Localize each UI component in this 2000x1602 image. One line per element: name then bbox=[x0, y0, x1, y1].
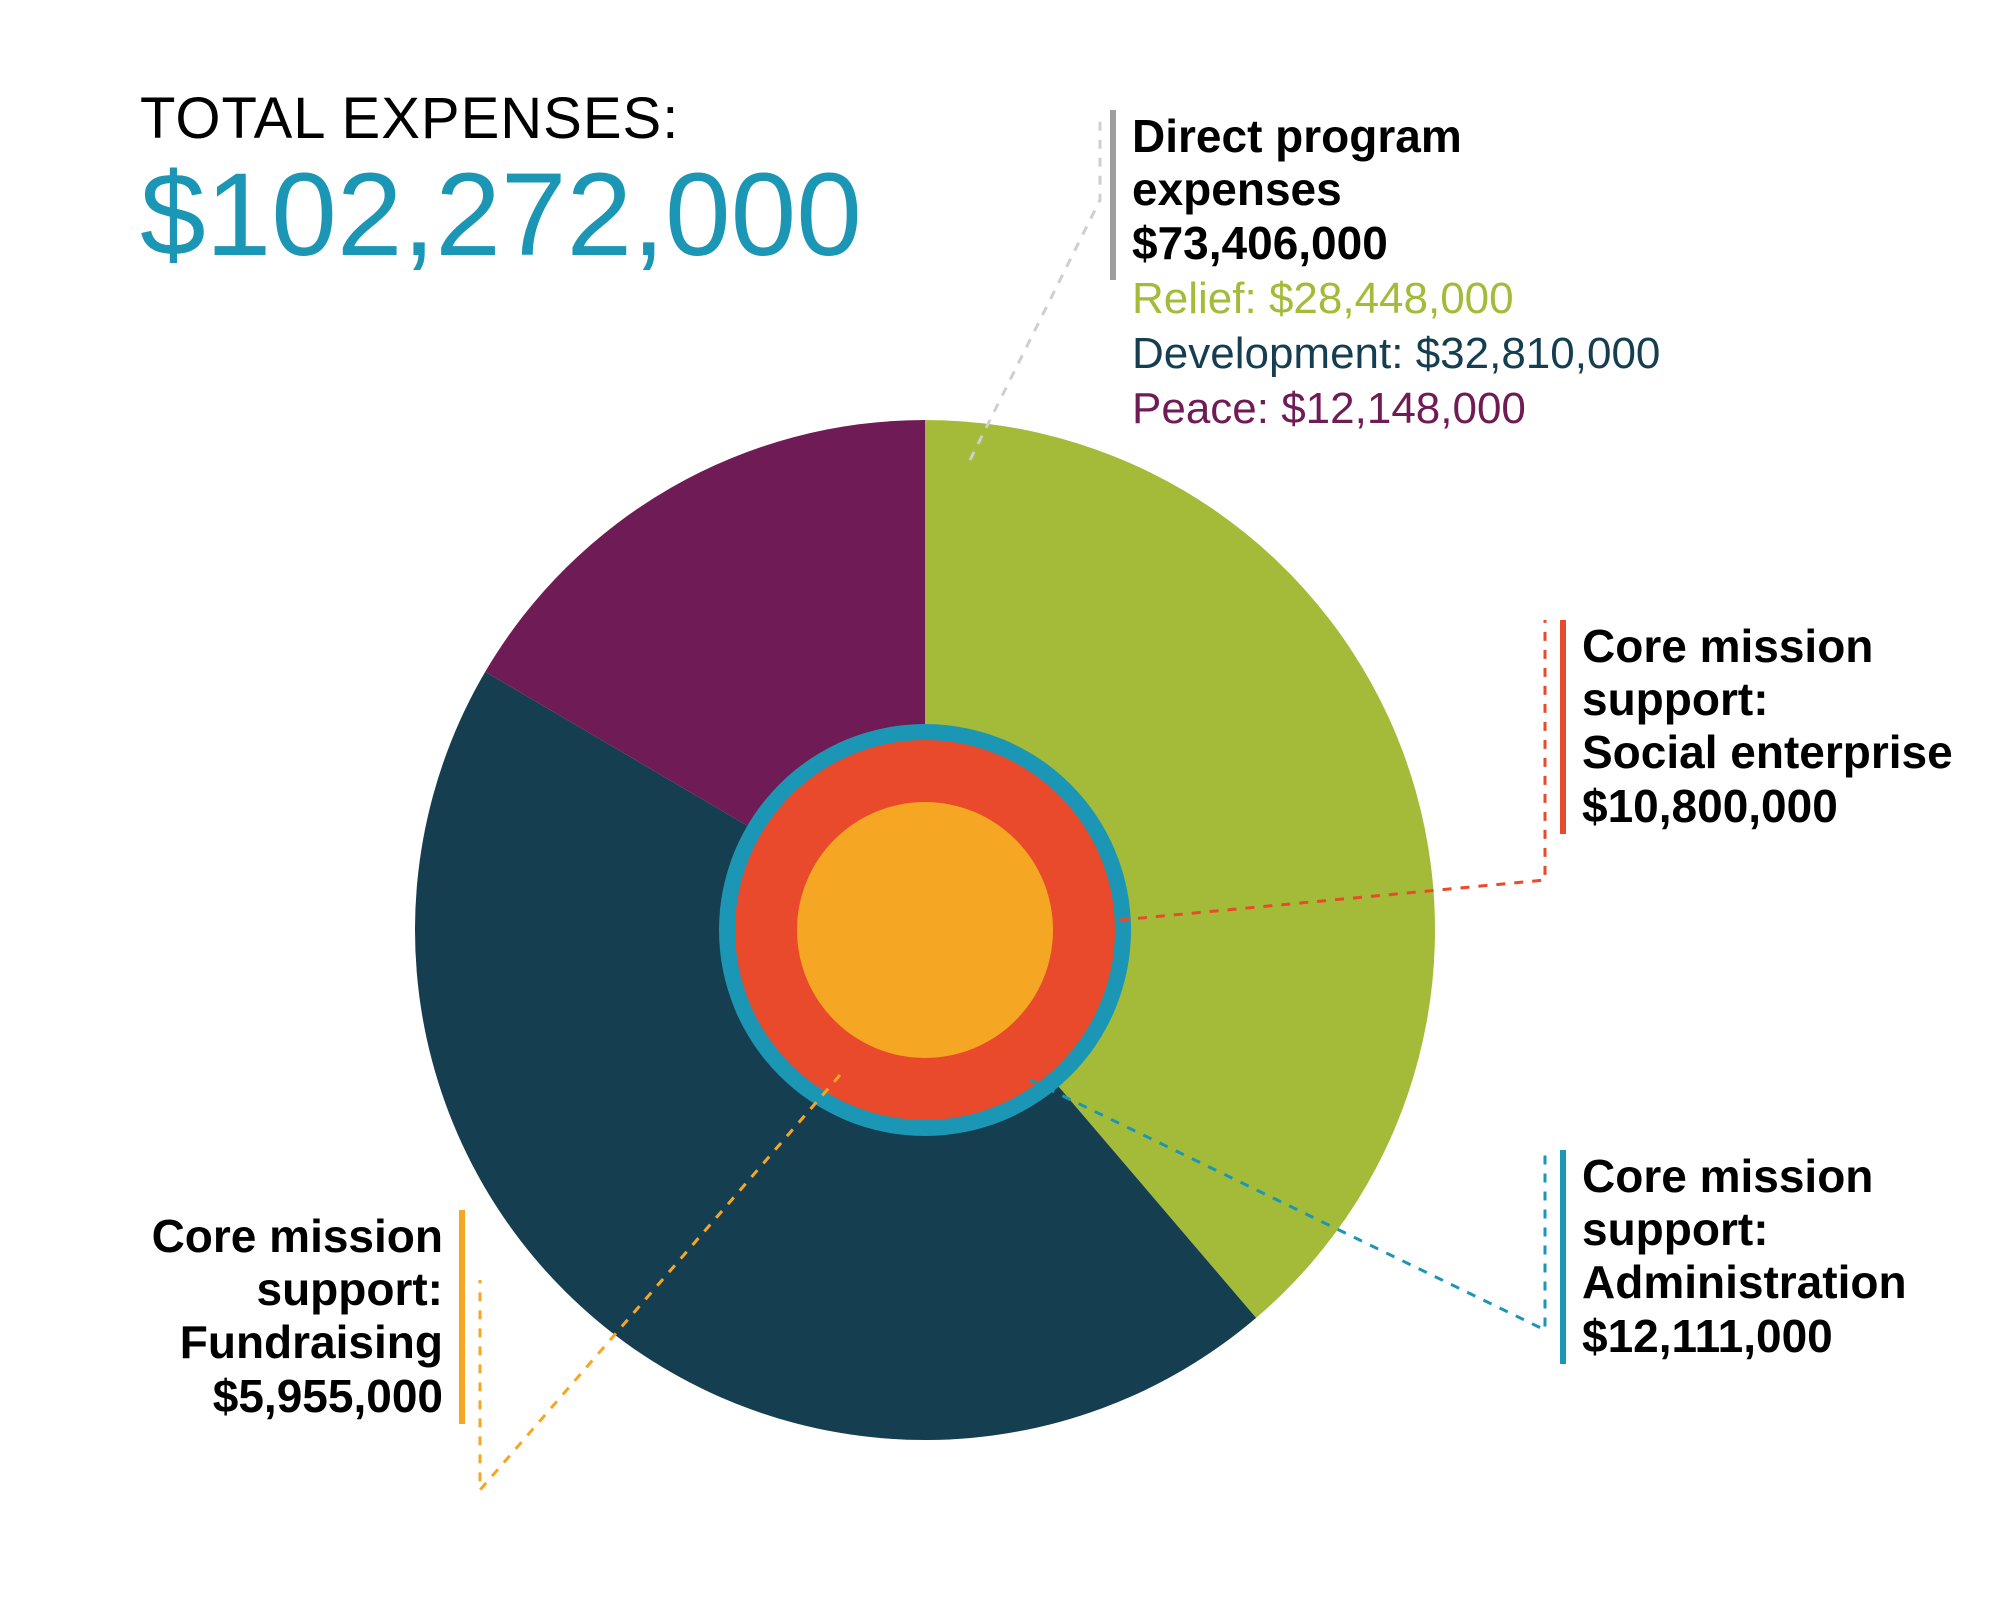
social-heading-3: Social enterprise bbox=[1582, 726, 1953, 779]
callout-direct-program: Direct program expenses $73,406,000 Reli… bbox=[1110, 110, 1660, 436]
direct-amount: $73,406,000 bbox=[1132, 216, 1660, 271]
center-ring3 bbox=[797, 802, 1053, 1058]
sub-peace: Peace: $12,148,000 bbox=[1132, 381, 1660, 436]
social-amount: $10,800,000 bbox=[1582, 779, 1953, 834]
accent-bar-direct bbox=[1110, 110, 1116, 280]
direct-heading-1: Direct program bbox=[1132, 110, 1660, 163]
admin-heading-1: Core mission bbox=[1582, 1150, 1907, 1203]
admin-amount: $12,111,000 bbox=[1582, 1309, 1907, 1364]
fund-amount: $5,955,000 bbox=[152, 1369, 443, 1424]
accent-bar-social bbox=[1560, 620, 1566, 834]
direct-heading-2: expenses bbox=[1132, 163, 1660, 216]
fund-heading-3: Fundraising bbox=[152, 1316, 443, 1369]
leader-direct bbox=[970, 115, 1100, 460]
callout-administration: Core mission support: Administration $12… bbox=[1560, 1150, 1907, 1364]
callout-fundraising: Core mission support: Fundraising $5,955… bbox=[152, 1210, 465, 1424]
accent-bar-admin bbox=[1560, 1150, 1566, 1364]
sub-development: Development: $32,810,000 bbox=[1132, 326, 1660, 381]
sub-relief: Relief: $28,448,000 bbox=[1132, 271, 1660, 326]
fund-heading-2: support: bbox=[152, 1263, 443, 1316]
social-heading-2: support: bbox=[1582, 673, 1953, 726]
social-heading-1: Core mission bbox=[1582, 620, 1953, 673]
expenses-chart: TOTAL EXPENSES: $102,272,000 Direct prog… bbox=[0, 0, 2000, 1602]
admin-heading-3: Administration bbox=[1582, 1256, 1907, 1309]
fund-heading-1: Core mission bbox=[152, 1210, 443, 1263]
callout-social-enterprise: Core mission support: Social enterprise … bbox=[1560, 620, 1953, 834]
accent-bar-fundraising bbox=[459, 1210, 465, 1424]
admin-heading-2: support: bbox=[1582, 1203, 1907, 1256]
